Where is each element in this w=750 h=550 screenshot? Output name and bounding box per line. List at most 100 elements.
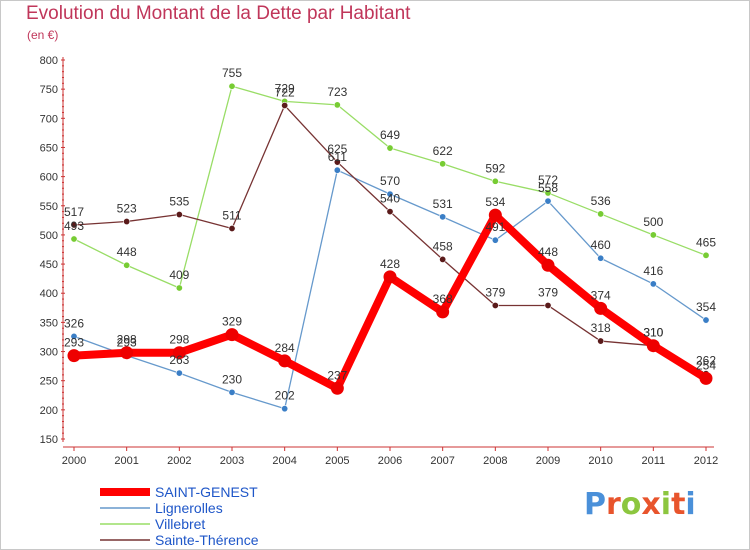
data-point [228,388,236,396]
legend-label: Villebret [155,516,205,532]
x-tick-label: 2002 [167,455,191,467]
data-point [649,231,657,239]
data-point [386,208,394,216]
data-label: 729 [275,81,295,95]
data-label: 310 [643,326,663,340]
data-point [278,354,292,368]
data-point [175,284,183,292]
data-point [699,371,713,385]
data-point [649,280,657,288]
x-tick-label: 2010 [588,455,612,467]
data-label: 293 [64,336,84,350]
x-tick-label: 2000 [62,455,86,467]
data-label: 491 [485,220,505,234]
logo-letter: P [584,487,606,522]
data-point [175,211,183,219]
data-point [333,158,341,166]
x-tick-label: 2005 [325,455,349,467]
data-label: 293 [117,336,137,350]
y-tick-label: 500 [40,230,58,242]
y-tick-label: 300 [40,347,58,359]
data-label: 558 [538,181,558,195]
data-point [594,301,608,315]
data-point [225,328,239,342]
data-point [120,346,134,360]
data-point [491,177,499,185]
logo-letter: t [671,487,686,522]
data-label: 517 [64,205,84,219]
data-point [386,190,394,198]
data-label: 254 [696,358,716,372]
data-point [228,82,236,90]
y-tick-label: 750 [40,84,58,96]
data-label: 723 [327,85,347,99]
data-point [330,381,344,395]
data-point [646,339,660,353]
data-label: 536 [591,194,611,208]
y-tick-label: 250 [40,376,58,388]
data-point [436,305,450,319]
data-point [544,197,552,205]
data-point [70,221,78,229]
logo-letter: i [685,487,696,522]
data-point [67,349,81,363]
data-point [439,255,447,263]
data-point [281,101,289,109]
data-label: 531 [433,197,453,211]
data-label: 379 [485,285,505,299]
data-label: 379 [538,285,558,299]
data-label: 649 [380,128,400,142]
data-label: 329 [222,315,242,329]
legend-label: Sainte-Thérence [155,532,259,548]
data-label: 262 [696,354,716,368]
data-point [488,208,502,222]
data-label: 511 [222,209,241,223]
data-label: 354 [696,300,716,314]
y-tick-label: 800 [40,55,58,67]
data-label: 416 [643,264,663,278]
data-label: 570 [380,174,400,188]
data-label: 540 [380,192,400,206]
y-tick-label: 600 [40,172,58,184]
x-tick-label: 2003 [220,455,244,467]
x-tick-label: 2004 [272,455,296,467]
data-label: 374 [591,288,611,302]
y-tick-label: 200 [40,405,58,417]
data-label: 448 [117,245,137,259]
x-tick-label: 2009 [536,455,560,467]
data-label: 592 [485,161,505,175]
data-label: 458 [433,239,453,253]
x-tick-label: 2007 [430,455,454,467]
data-point [175,369,183,377]
data-label: 237 [327,368,347,382]
data-point [281,405,289,413]
data-point [70,235,78,243]
data-label: 622 [433,144,453,158]
data-point [491,301,499,309]
data-label: 493 [64,219,84,233]
data-label: 230 [222,372,242,386]
y-tick-label: 150 [40,434,58,446]
data-label: 409 [169,268,189,282]
data-point [228,225,236,233]
unit-label: (en €) [27,28,59,42]
data-point [702,316,710,324]
data-point [70,332,78,340]
data-label: 202 [275,389,295,403]
data-label: 310 [643,326,663,340]
data-label: 534 [485,195,505,209]
x-tick-label: 2006 [378,455,402,467]
data-point [383,270,397,284]
data-label: 535 [169,195,189,209]
y-tick-label: 450 [40,259,58,271]
data-label: 722 [275,85,295,99]
data-point [597,337,605,345]
data-label: 448 [538,245,558,259]
logo-letter: i [660,487,672,522]
y-tick-label: 650 [40,142,58,154]
data-label: 523 [117,202,137,216]
data-point [123,218,131,226]
data-point [333,166,341,174]
x-tick-label: 2012 [694,455,718,467]
